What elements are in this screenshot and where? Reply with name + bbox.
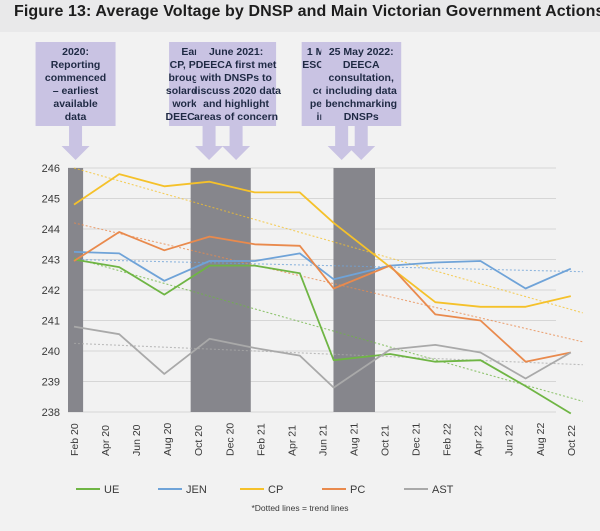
callout-line: benchmarking: [325, 98, 397, 110]
legend-label-cp: CP: [268, 484, 283, 496]
x-tick-label: Jun 20: [131, 424, 143, 456]
callout-title: June 2021:: [209, 46, 263, 58]
callout-line: including data: [326, 85, 397, 97]
trend-lines: [73, 167, 583, 402]
y-axis-ticks: 238 239 240 241 242 243 244 245 246: [42, 163, 60, 419]
callout-line: DEECA first met: [196, 59, 277, 71]
callout-arrow: [327, 126, 356, 160]
y-tick-label: 238: [42, 407, 60, 419]
x-tick-label: Dec 21: [411, 423, 423, 456]
x-axis-ticks: Feb 20 Apr 20 Jun 20 Aug 20 Oct 20 Dec 20 Feb …: [69, 423, 578, 456]
x-tick-label: Feb 22: [442, 423, 454, 456]
x-tick-label: Feb 20: [69, 423, 81, 456]
x-tick-label: Aug 22: [535, 423, 547, 456]
callout-line: available: [53, 98, 98, 110]
callout-arrow: [347, 126, 376, 160]
y-tick-label: 243: [42, 255, 60, 267]
callout-line: consultation,: [329, 72, 394, 84]
x-tick-label: Dec 20: [224, 423, 236, 456]
callout-line: and highlight: [203, 98, 269, 110]
x-tick-label: Oct 21: [380, 425, 392, 456]
y-tick-label: 240: [42, 346, 60, 358]
shaded-period: [333, 168, 351, 412]
x-tick-label: Jun 21: [317, 424, 329, 456]
callout-line: DEECA: [343, 59, 380, 71]
series-line-cp: [73, 173, 572, 308]
shaded-period: [190, 168, 228, 412]
y-tick-label: 244: [42, 224, 60, 236]
callout-line: areas of concern: [194, 111, 278, 123]
callout-line: commenced: [45, 72, 106, 84]
callout-line: Reporting: [51, 59, 101, 71]
shaded-period: [347, 168, 375, 412]
series-line-ast: [73, 325, 572, 389]
gridlines: [68, 167, 556, 413]
x-tick-label: Feb 21: [255, 423, 267, 456]
footnote: *Dotted lines = trend lines: [251, 503, 348, 513]
x-tick-label: Apr 20: [100, 425, 112, 456]
x-tick-label: Aug 20: [162, 423, 174, 456]
callout-box: [196, 42, 277, 126]
trend-line-cp: [73, 167, 583, 314]
figure-title: Figure 13: Average Voltage by DNSP and M…: [14, 3, 600, 20]
trend-line-ue: [73, 257, 583, 402]
x-tick-label: Oct 22: [566, 425, 578, 456]
legend-label-ue: UE: [104, 484, 119, 496]
callout-box: [35, 42, 116, 126]
legend-label-pc: PC: [350, 484, 365, 496]
shaded-periods: [68, 168, 375, 412]
y-tick-label: 241: [42, 316, 60, 328]
series-line-jen: [73, 251, 572, 290]
x-tick-label: Aug 21: [348, 423, 360, 456]
callout-title: 2020:: [62, 46, 89, 58]
callout-arrow: [195, 126, 224, 160]
series-lines: [73, 173, 572, 415]
callout-line: data: [65, 111, 87, 123]
callout-title: 25 May 2022:: [329, 46, 394, 58]
callout-box: [321, 42, 402, 126]
x-tick-label: Jun 22: [504, 424, 516, 456]
trend-line-ast: [73, 342, 583, 366]
callout-line: with DNSPs to: [199, 72, 272, 84]
shaded-period: [221, 168, 251, 412]
shaded-period: [68, 168, 84, 412]
y-tick-label: 242: [42, 285, 60, 297]
y-tick-label: 246: [42, 163, 60, 175]
callout-line: – earliest: [53, 85, 99, 97]
x-tick-label: Apr 21: [286, 425, 298, 456]
legend-label-jen: JEN: [186, 484, 207, 496]
trend-line-jen: [73, 258, 583, 273]
y-tick-label: 245: [42, 194, 60, 206]
series-line-ue: [73, 258, 572, 415]
y-tick-label: 239: [42, 377, 60, 389]
x-tick-label: Oct 20: [193, 425, 205, 456]
callout-arrow: [61, 126, 90, 160]
series-line-pc: [73, 231, 571, 363]
callout-arrow: [222, 126, 251, 160]
callout-line: discuss 2020 data: [191, 85, 281, 97]
legend-label-ast: AST: [432, 484, 454, 496]
callout-line: DNSPs: [344, 111, 379, 123]
x-tick-label: Apr 22: [473, 425, 485, 456]
legend: UE JEN CP PC AST: [76, 484, 454, 496]
